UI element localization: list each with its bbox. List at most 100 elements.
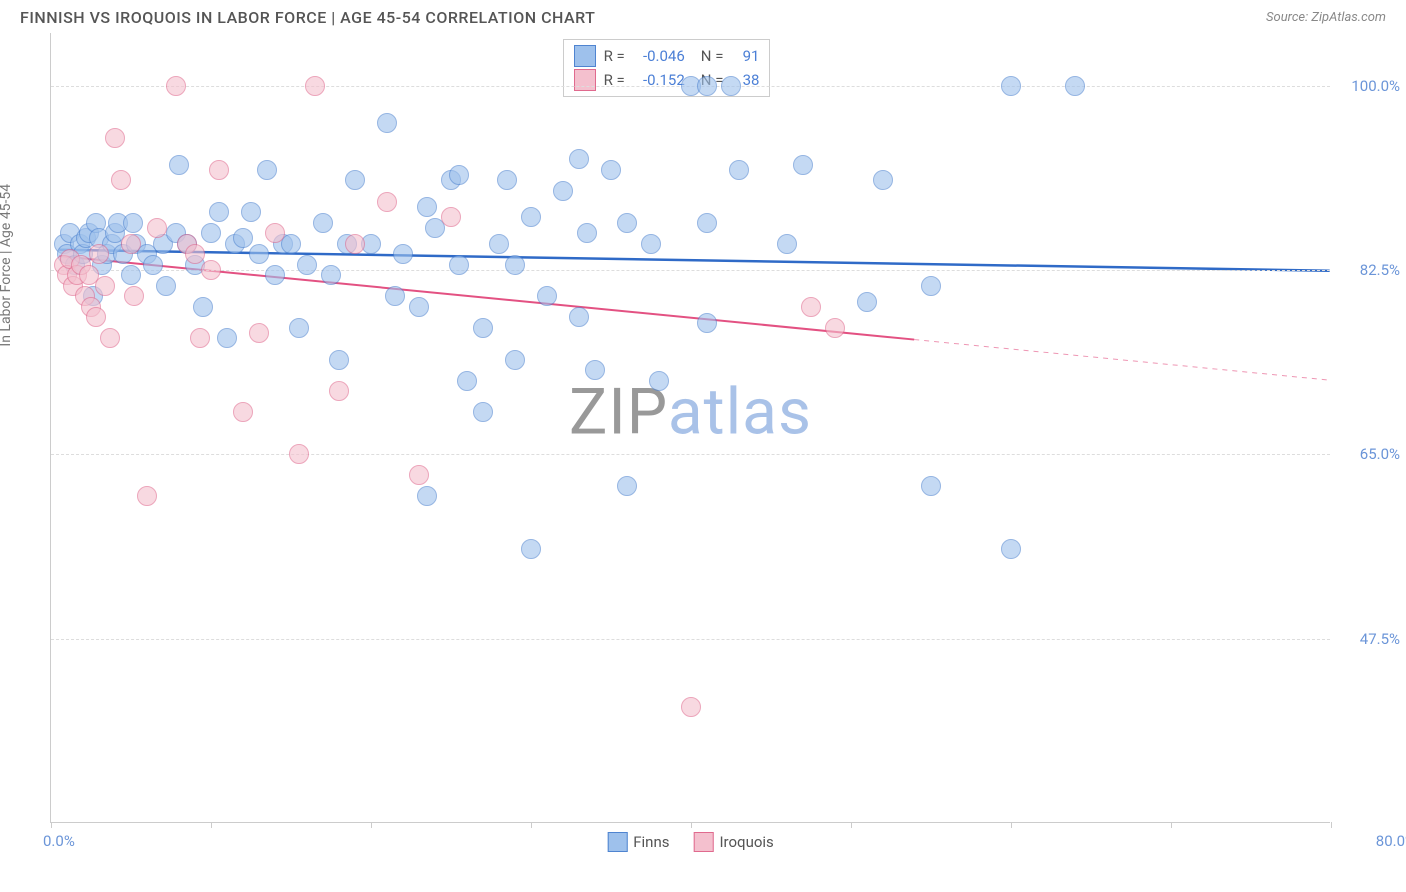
data-point	[105, 128, 125, 148]
data-point	[190, 328, 210, 348]
data-point	[156, 276, 176, 296]
data-point	[297, 255, 317, 275]
data-point	[857, 292, 877, 312]
legend-swatch	[574, 69, 596, 91]
data-point	[585, 360, 605, 380]
x-tick	[371, 822, 372, 828]
data-point	[409, 465, 429, 485]
data-point	[201, 223, 221, 243]
data-point	[721, 76, 741, 96]
data-point	[521, 539, 541, 559]
y-tick-label: 100.0%	[1340, 77, 1400, 95]
data-point	[313, 213, 333, 233]
legend-label: Iroquois	[719, 833, 773, 851]
watermark-accent: atlas	[668, 374, 812, 449]
data-point	[497, 170, 517, 190]
data-point	[166, 76, 186, 96]
data-point	[249, 323, 269, 343]
data-point	[873, 170, 893, 190]
data-point	[169, 155, 189, 175]
data-point	[377, 192, 397, 212]
x-axis-max-label: 80.0%	[1376, 832, 1406, 850]
x-tick	[51, 822, 52, 828]
data-point	[121, 265, 141, 285]
data-point	[777, 234, 797, 254]
data-point	[569, 307, 589, 327]
data-point	[95, 276, 115, 296]
x-tick	[851, 822, 852, 828]
data-point	[681, 697, 701, 717]
data-point	[123, 213, 143, 233]
chart-title: FINNISH VS IROQUOIS IN LABOR FORCE | AGE…	[20, 8, 595, 27]
data-point	[345, 234, 365, 254]
y-axis-title: In Labor Force | Age 45-54	[0, 184, 14, 347]
data-point	[449, 165, 469, 185]
data-point	[193, 297, 213, 317]
data-point	[265, 265, 285, 285]
data-point	[265, 223, 285, 243]
data-point	[233, 402, 253, 422]
legend-item: Iroquois	[693, 832, 773, 852]
data-point	[577, 223, 597, 243]
data-point	[449, 255, 469, 275]
data-point	[289, 444, 309, 464]
data-point	[385, 286, 405, 306]
data-point	[1001, 539, 1021, 559]
data-point	[1001, 76, 1021, 96]
data-point	[417, 197, 437, 217]
data-point	[185, 244, 205, 264]
x-tick	[1171, 822, 1172, 828]
data-point	[111, 170, 131, 190]
x-tick	[1011, 822, 1012, 828]
data-point	[505, 255, 525, 275]
data-point	[143, 255, 163, 275]
data-point	[521, 207, 541, 227]
data-point	[697, 313, 717, 333]
data-point	[241, 202, 261, 222]
data-point	[825, 318, 845, 338]
data-point	[617, 476, 637, 496]
legend-n-label: N =	[701, 47, 724, 65]
data-point	[217, 328, 237, 348]
data-point	[441, 207, 461, 227]
data-point	[409, 297, 429, 317]
data-point	[209, 160, 229, 180]
data-point	[697, 213, 717, 233]
data-point	[537, 286, 557, 306]
data-point	[617, 213, 637, 233]
data-point	[305, 76, 325, 96]
legend-r-value: -0.046	[635, 47, 685, 65]
gridline-h	[51, 454, 1330, 455]
data-point	[641, 234, 661, 254]
data-point	[201, 260, 221, 280]
data-point	[1065, 76, 1085, 96]
data-point	[321, 265, 341, 285]
source-attribution: Source: ZipAtlas.com	[1266, 10, 1386, 25]
legend-n-value: 91	[733, 47, 759, 65]
data-point	[793, 155, 813, 175]
data-point	[921, 276, 941, 296]
x-tick	[531, 822, 532, 828]
data-point	[329, 381, 349, 401]
data-point	[473, 318, 493, 338]
data-point	[601, 160, 621, 180]
data-point	[569, 149, 589, 169]
data-point	[209, 202, 229, 222]
legend-label: Finns	[633, 833, 669, 851]
data-point	[801, 297, 821, 317]
legend-row: R = -0.046 N = 91	[574, 44, 760, 68]
legend-r-label: R =	[604, 47, 625, 65]
data-point	[257, 160, 277, 180]
legend-swatch	[693, 832, 713, 852]
data-point	[249, 244, 269, 264]
x-axis-min-label: 0.0%	[43, 832, 75, 850]
gridline-h	[51, 639, 1330, 640]
data-point	[417, 486, 437, 506]
data-point	[457, 371, 477, 391]
data-point	[289, 318, 309, 338]
data-point	[233, 228, 253, 248]
y-tick-label: 47.5%	[1340, 630, 1400, 648]
data-point	[100, 328, 120, 348]
x-tick	[1331, 822, 1332, 828]
data-point	[697, 76, 717, 96]
